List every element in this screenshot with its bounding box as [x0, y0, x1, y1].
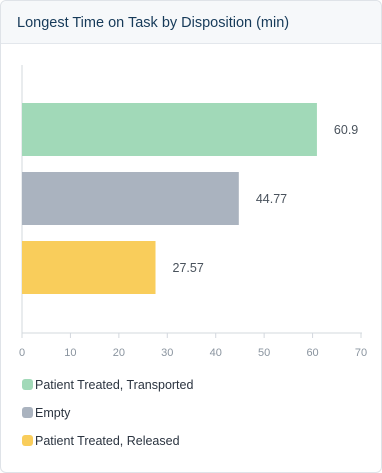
bar-3[interactable]	[22, 241, 156, 294]
legend-swatch-released	[22, 435, 33, 446]
bar-value-label-2: 44.77	[256, 192, 287, 206]
legend-swatch-transported	[22, 379, 33, 390]
legend-label-transported: Patient Treated, Transported	[35, 378, 194, 392]
x-tick-label-50: 50	[258, 347, 270, 358]
legend-label-empty: Empty	[35, 406, 71, 420]
card-header: Longest Time on Task by Disposition (min…	[1, 1, 381, 44]
bar-2[interactable]	[22, 172, 239, 225]
bar-value-label-3: 27.57	[173, 261, 204, 275]
x-tick-label-20: 20	[113, 347, 125, 358]
bar-1[interactable]	[22, 103, 317, 156]
x-tick-label-10: 10	[64, 347, 76, 358]
x-tick-label-30: 30	[161, 347, 173, 358]
bar-chart: 0 10 20 30 40 50 60 70 60.9 44.77 27.57	[19, 65, 367, 358]
x-tick-label-70: 70	[355, 347, 367, 358]
chart-title: Longest Time on Task by Disposition (min…	[17, 15, 290, 31]
x-tick-label-60: 60	[306, 347, 318, 358]
legend-label-released: Patient Treated, Released	[35, 434, 180, 448]
x-tick-label-0: 0	[19, 347, 25, 358]
legend-swatch-empty	[22, 407, 33, 418]
x-tick-label-40: 40	[210, 347, 222, 358]
bar-value-label-1: 60.9	[334, 123, 358, 137]
